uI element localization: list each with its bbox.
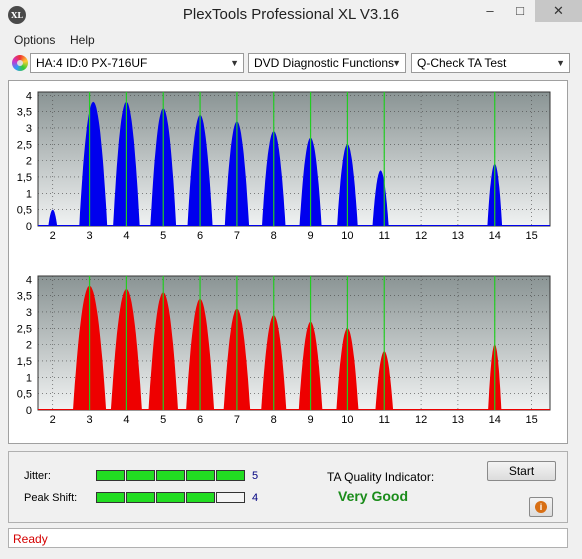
- peak-area: [79, 101, 108, 226]
- minimize-button[interactable]: –: [486, 3, 494, 18]
- chevron-down-icon: ▼: [556, 58, 565, 68]
- chevron-down-icon: ▼: [392, 58, 401, 68]
- x-tick-label: 9: [308, 414, 314, 426]
- y-tick-label: 0: [26, 221, 32, 233]
- x-tick-label: 11: [379, 230, 390, 242]
- level-segment: [126, 470, 155, 481]
- x-tick-label: 5: [160, 230, 166, 242]
- x-tick-label: 4: [123, 414, 129, 426]
- maximize-button[interactable]: □: [516, 3, 524, 18]
- x-tick-label: 10: [341, 414, 353, 426]
- level-segment: [156, 470, 185, 481]
- level-segment: [186, 492, 215, 503]
- jitter-value: 5: [252, 470, 259, 482]
- level-segment: [216, 470, 245, 481]
- function-select[interactable]: DVD Diagnostic Functions ▼: [248, 53, 406, 73]
- y-tick-label: 1,5: [17, 172, 32, 184]
- menu-options[interactable]: Options: [14, 33, 56, 47]
- test-select[interactable]: Q-Check TA Test ▼: [411, 53, 570, 73]
- x-tick-label: 7: [234, 230, 240, 242]
- x-tick-label: 11: [379, 414, 390, 426]
- y-tick-label: 0,5: [17, 205, 32, 217]
- x-tick-label: 14: [489, 230, 501, 242]
- level-segment: [216, 492, 245, 503]
- start-button[interactable]: Start: [487, 461, 556, 481]
- level-segment: [186, 470, 215, 481]
- test-select-value: Q-Check TA Test: [417, 56, 507, 70]
- y-tick-label: 1: [26, 188, 32, 200]
- y-tick-label: 1: [26, 372, 32, 384]
- y-tick-label: 3,5: [17, 291, 32, 303]
- level-segment: [156, 492, 185, 503]
- y-tick-label: 4: [26, 274, 32, 286]
- peak-area: [48, 209, 58, 226]
- x-tick-label: 13: [452, 230, 464, 242]
- peak-shift-label: Peak Shift:: [24, 492, 78, 504]
- jitter-chart: 0 0,5 1 1,5 2 2,5 3 3,5 4 2 3 4 5 6 7 8 9 10 11 12 13 14 15: [17, 90, 551, 242]
- disc-icon: [12, 55, 28, 71]
- x-tick-label: 10: [341, 230, 353, 242]
- y-tick-label: 2,5: [17, 139, 32, 151]
- ta-quality-value: Very Good: [338, 488, 409, 504]
- function-select-value: DVD Diagnostic Functions: [254, 56, 395, 70]
- y-tick-label: 2: [26, 340, 32, 352]
- x-tick-label: 2: [50, 414, 56, 426]
- x-tick-label: 8: [271, 414, 277, 426]
- x-tick-label: 14: [489, 414, 501, 426]
- peak-shift-value: 4: [252, 492, 259, 504]
- ta-quality-label: TA Quality Indicator:: [327, 470, 435, 484]
- x-tick-label: 15: [525, 414, 537, 426]
- y-tick-label: 2,5: [17, 323, 32, 335]
- x-tick-label: 8: [271, 230, 277, 242]
- x-tick-label: 13: [452, 414, 464, 426]
- y-tick-label: 1,5: [17, 356, 32, 368]
- info-icon: i: [535, 501, 547, 513]
- info-button[interactable]: i: [529, 497, 553, 517]
- level-segment: [96, 492, 125, 503]
- app-logo-icon[interactable]: XL: [8, 6, 26, 24]
- x-tick-label: 3: [87, 230, 93, 242]
- y-tick-label: 3: [26, 307, 32, 319]
- y-tick-label: 2: [26, 156, 32, 168]
- drive-select[interactable]: HA:4 ID:0 PX-716UF ▼: [30, 53, 244, 73]
- status-bar: Ready: [8, 528, 568, 548]
- jitter-label: Jitter:: [24, 470, 51, 482]
- x-tick-label: 7: [234, 414, 240, 426]
- x-tick-label: 3: [87, 414, 93, 426]
- chevron-down-icon: ▼: [230, 58, 239, 68]
- x-tick-label: 5: [160, 414, 166, 426]
- y-tick-label: 3: [26, 123, 32, 135]
- drive-select-value: HA:4 ID:0 PX-716UF: [36, 56, 148, 70]
- y-tick-label: 4: [26, 90, 32, 102]
- x-tick-label: 12: [415, 414, 427, 426]
- peak-shift-chart: 0 0,5 1 1,5 2 2,5 3 3,5 4 2 3 4 5 6 7 8 9 10 11 12 13 14 15: [17, 274, 551, 426]
- status-text: Ready: [13, 532, 48, 546]
- menu-bar: Options Help: [0, 30, 582, 50]
- y-tick-label: 0: [26, 405, 32, 417]
- x-tick-label: 6: [197, 414, 203, 426]
- x-tick-label: 2: [50, 230, 56, 242]
- x-tick-label: 6: [197, 230, 203, 242]
- x-tick-label: 12: [415, 230, 427, 242]
- title-bar: XL PlexTools Professional XL V3.16 – □ ✕: [0, 0, 582, 30]
- level-segment: [126, 492, 155, 503]
- metrics-panel: [8, 451, 568, 523]
- x-tick-label: 15: [525, 230, 537, 242]
- level-segment: [96, 470, 125, 481]
- y-tick-label: 3,5: [17, 107, 32, 119]
- window-title: PlexTools Professional XL V3.16: [182, 6, 400, 23]
- menu-help[interactable]: Help: [70, 33, 95, 47]
- x-tick-label: 9: [308, 230, 314, 242]
- y-tick-label: 0,5: [17, 389, 32, 401]
- close-button[interactable]: ✕: [535, 0, 582, 22]
- x-tick-label: 4: [123, 230, 129, 242]
